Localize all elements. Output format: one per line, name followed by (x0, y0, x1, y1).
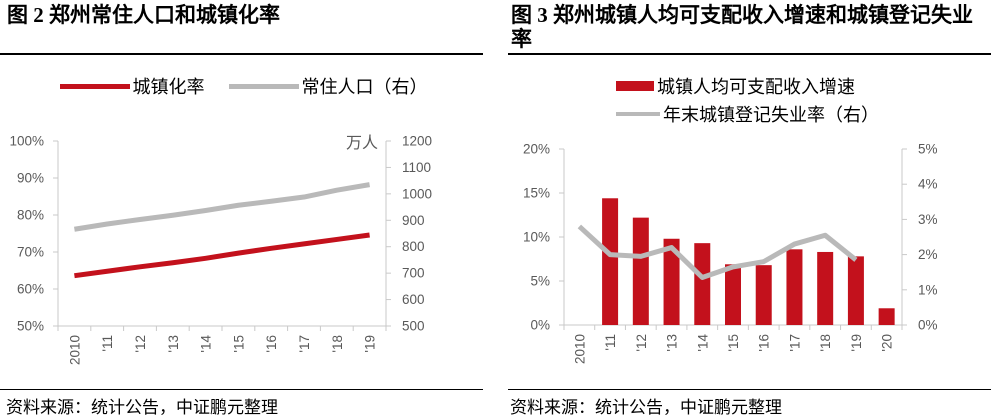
right-axis-tick-label: 700 (402, 266, 425, 281)
left-axis-tick-label: 5% (530, 274, 550, 289)
x-tick-label: '17 (787, 334, 802, 352)
right-axis-tick-label: 600 (402, 292, 425, 307)
right-axis-tick-label: 500 (402, 319, 425, 334)
figure-2-title-divider (0, 53, 483, 55)
legend-line-swatch (616, 112, 660, 116)
x-tick-label: '15 (726, 334, 741, 352)
bar (817, 251, 834, 325)
bar (694, 243, 711, 325)
x-tick-label: '11 (603, 334, 618, 351)
legend-item: 常住人口（右） (228, 73, 428, 99)
figure-2-title: 图 2 郑州常住人口和城镇化率 (7, 3, 280, 27)
legend-item: 年末城镇登记失业率（右） (616, 101, 879, 127)
x-tick-label: '18 (818, 334, 833, 352)
right-axis-tick-label: 5% (918, 142, 938, 157)
legend-row: 城镇化率 常住人口（右） (59, 72, 428, 100)
figure-2-source-divider (0, 389, 483, 390)
x-tick-label: '11 (100, 335, 115, 352)
x-tick-label: '20 (880, 334, 895, 352)
series-line (577, 224, 858, 280)
x-tick-label: '17 (297, 335, 312, 353)
legend-line-swatch (59, 83, 130, 89)
figure-3-title: 图 3 郑州城镇人均可支配收入增速和城镇登记失业率 (511, 3, 973, 51)
x-tick-label: 2010 (572, 334, 587, 364)
x-tick-label: '18 (330, 335, 345, 353)
figure-3-legend: 城镇人均可支配收入增速年末城镇登记失业率（右） (504, 72, 991, 128)
right-axis-tick-label: 1000 (402, 186, 432, 201)
bar (725, 264, 741, 325)
right-axis-tick-label: 0% (918, 318, 938, 333)
x-tick-label: '15 (231, 335, 246, 353)
legend-items: 城镇化率 常住人口（右） (59, 72, 428, 100)
left-axis-tick-label: 15% (523, 186, 550, 201)
x-tick-label: '13 (665, 334, 680, 352)
figure-2-chart: 50% 60% 70% 80% 90% 100% 500 600 700 800 900 1000 11… (9, 134, 432, 366)
bar (755, 265, 772, 325)
legend-line-swatch (228, 83, 299, 89)
left-axis-tick-label: 100% (9, 134, 44, 149)
right-axis-tick-label: 1200 (402, 134, 432, 149)
x-tick-label: '14 (199, 335, 214, 353)
x-tick-label: '16 (757, 334, 772, 352)
right-axis-tick-label: 800 (402, 239, 425, 254)
right-axis-tick-label: 1100 (402, 160, 431, 175)
legend-label: 常住人口（右） (301, 77, 428, 97)
x-tick-label: '19 (849, 334, 864, 352)
series-line (74, 182, 371, 232)
figure-3-source-divider (508, 389, 991, 390)
x-tick-label: '14 (695, 334, 710, 352)
right-axis-unit-label: 万人 (346, 134, 378, 152)
left-axis-tick-label: 90% (17, 171, 44, 186)
left-axis-tick-label: 10% (523, 230, 550, 245)
legend-label: 年末城镇登记失业率（右） (663, 105, 879, 125)
x-tick-label: '19 (363, 335, 378, 353)
figure-3-title-divider (508, 53, 991, 55)
left-axis-tick-label: 80% (17, 208, 44, 223)
panel-figure-3: 图 3 郑州城镇人均可支配收入增速和城镇登记失业率 城镇人均可支配收入增速年末城… (504, 0, 991, 420)
right-axis-tick-label: 900 (402, 213, 425, 228)
figure-3-chart: 0% 5% 10% 15% 20% 0% 1% 2% 3% 4% 5% 2010 '11 '12 '13 '1… (523, 142, 938, 365)
right-axis-tick-label: 4% (918, 177, 938, 192)
bar (786, 249, 803, 325)
left-axis-tick-label: 0% (530, 318, 550, 333)
right-axis-tick-label: 2% (918, 247, 938, 262)
bar (632, 217, 649, 325)
legend-item: 城镇人均可支配收入增速 (616, 73, 855, 99)
legend-label: 城镇化率 (132, 77, 205, 97)
bar (847, 256, 864, 325)
figure-2-legend: 城镇化率 常住人口（右） (0, 72, 487, 100)
bar (663, 238, 680, 325)
legend-row: 年末城镇登记失业率（右） (616, 100, 879, 128)
x-tick-label: '12 (133, 335, 148, 353)
right-axis-tick-label: 3% (918, 212, 938, 227)
panel-figure-2: 图 2 郑州常住人口和城镇化率 城镇化率 常住人口（右） 50% 60% 70% 80%… (0, 0, 487, 420)
bar (878, 308, 895, 325)
figure-2-source-note: 资料来源：统计公告，中证鹏元整理 (6, 398, 278, 417)
left-axis-tick-label: 50% (17, 319, 44, 334)
legend-item: 城镇化率 (59, 73, 205, 99)
legend-items: 城镇人均可支配收入增速年末城镇登记失业率（右） (616, 72, 879, 128)
left-axis-tick-label: 70% (17, 245, 44, 260)
x-tick-label: '12 (634, 334, 649, 352)
right-axis-tick-label: 1% (918, 282, 938, 297)
x-tick-label: 2010 (67, 335, 82, 365)
left-axis-tick-label: 60% (17, 282, 44, 297)
legend-label: 城镇人均可支配收入增速 (657, 77, 855, 97)
x-tick-label: '16 (264, 335, 279, 353)
bar (602, 198, 619, 325)
figure-3-source-note: 资料来源：统计公告，中证鹏元整理 (510, 398, 782, 417)
left-axis-tick-label: 20% (523, 142, 550, 157)
legend-row: 城镇人均可支配收入增速 (616, 72, 855, 100)
legend-bar-swatch (616, 81, 654, 91)
series-line (74, 232, 370, 279)
x-tick-label: '13 (166, 335, 181, 353)
